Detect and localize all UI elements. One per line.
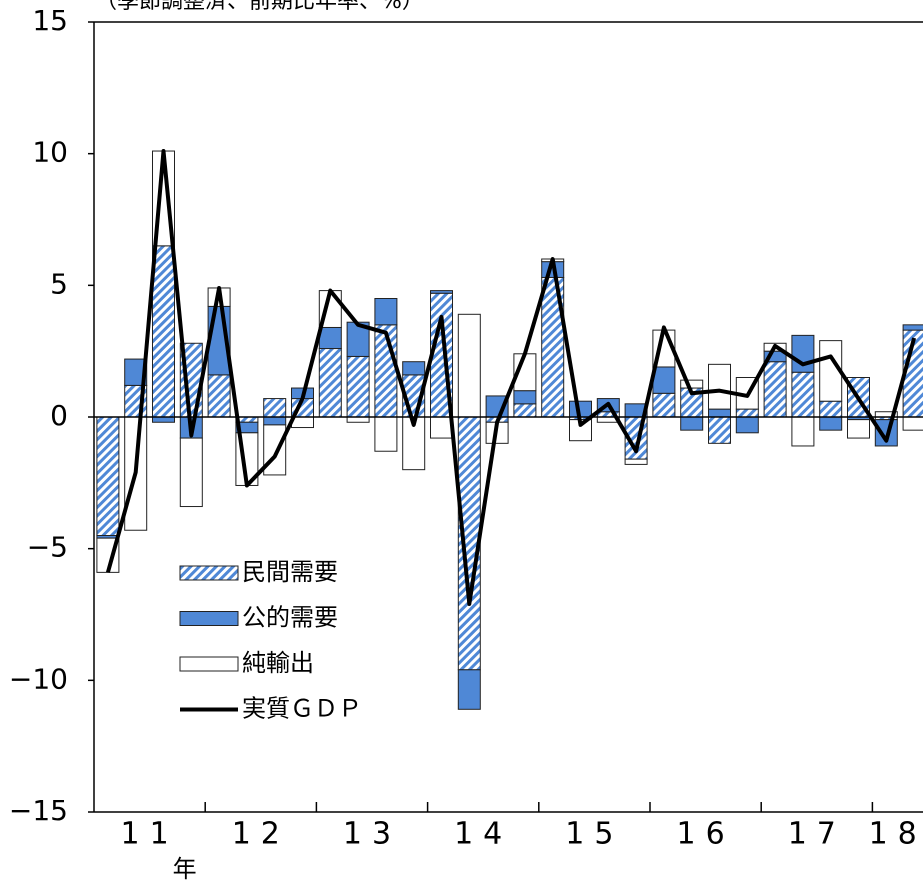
x-unit: 年 — [173, 855, 197, 883]
legend-label: 実質ＧＤＰ — [242, 695, 362, 723]
bar-segment — [513, 390, 537, 405]
bar-segment — [513, 403, 537, 418]
legend-label: 純輸出 — [242, 649, 314, 677]
y-tick-label: −5 — [27, 531, 68, 564]
bar-segment — [791, 416, 815, 447]
bar-segment — [96, 416, 120, 536]
bar-segment — [819, 416, 843, 431]
x-tick-label: 13 — [343, 817, 401, 852]
bar-segment — [735, 416, 759, 434]
legend-label: 公的需要 — [242, 604, 338, 632]
legend-swatch — [179, 656, 239, 672]
legend-label: 民間需要 — [242, 558, 338, 586]
x-tick-label: 11 — [121, 817, 179, 852]
bar-segment — [374, 416, 398, 452]
bar-segment — [624, 458, 648, 465]
x-tick-label: 16 — [677, 817, 735, 852]
gdp-line — [105, 149, 917, 606]
bar-segment — [680, 416, 704, 431]
bar-segment — [708, 363, 731, 410]
bar-segment — [680, 379, 704, 389]
bar-segment — [708, 408, 731, 418]
bar-segment — [430, 416, 453, 439]
bar-segment — [374, 298, 398, 326]
bar-segment — [457, 669, 481, 710]
bar-segment — [346, 355, 370, 418]
bar-segment — [457, 313, 481, 418]
bar-segment — [346, 416, 370, 423]
bar-segment — [179, 437, 203, 508]
y-tick-label: 5 — [50, 267, 68, 300]
legend-swatch — [179, 611, 239, 626]
bar-segment — [152, 245, 175, 418]
bar-segment — [152, 416, 175, 423]
bar-segment — [124, 358, 148, 386]
x-tick-label: 15 — [565, 817, 623, 852]
bar-segment — [263, 398, 287, 418]
bar-segment — [430, 290, 453, 294]
subtitle: （季節調整済、前期比年率、%） — [95, 0, 424, 14]
y-tick-label: −10 — [9, 662, 68, 695]
bar-segment — [763, 361, 787, 418]
bar-segment — [207, 374, 231, 418]
bar-segment — [902, 324, 923, 331]
bar-segment — [318, 348, 342, 418]
legend-swatch — [179, 565, 239, 581]
bar-segment — [652, 392, 676, 418]
bar-segment — [819, 400, 843, 418]
bar-segment — [791, 371, 815, 418]
x-tick-label: 17 — [788, 817, 846, 852]
bar-segment — [318, 326, 342, 350]
x-tick-label: 14 — [454, 817, 512, 852]
bar-segment — [735, 408, 759, 418]
bar-segment — [847, 419, 870, 439]
bar-segment — [263, 416, 287, 426]
bar-segment — [402, 361, 426, 376]
y-tick-label: 15 — [32, 4, 68, 37]
x-tick-label: 12 — [232, 817, 290, 852]
x-tick-label: 18 — [869, 817, 923, 852]
y-tick-label: 10 — [32, 136, 68, 169]
bar-segment — [652, 366, 676, 394]
y-tick-label: 0 — [50, 399, 68, 432]
bar-segment — [902, 416, 923, 431]
bar-segment — [263, 424, 287, 476]
y-tick-label: −15 — [9, 794, 68, 827]
bar-segment — [708, 416, 731, 444]
bar-segment — [791, 334, 815, 373]
